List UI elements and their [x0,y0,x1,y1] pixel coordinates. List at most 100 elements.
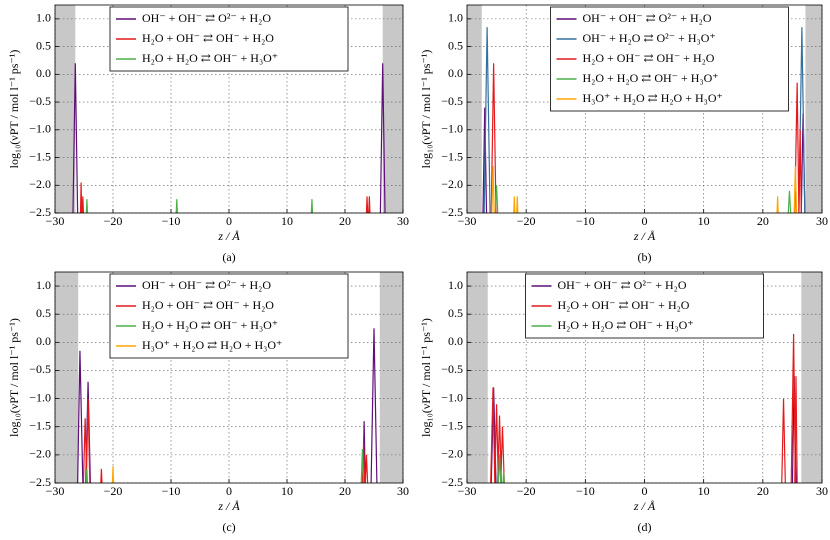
y-tick-label: −2.0 [441,447,463,461]
x-tick-label: 30 [397,484,409,498]
legend-box [550,6,789,112]
x-tick-label: 10 [698,214,710,228]
x-tick-label: −20 [104,214,123,228]
x-tick-label: 10 [281,214,293,228]
series-line [85,449,365,484]
series-line [82,398,369,484]
x-tick-label: −20 [104,484,123,498]
x-tick-label: −10 [576,214,595,228]
x-tick-label: −30 [46,214,65,228]
shaded-region [382,5,403,213]
legend-label: H₂O + H₂O ⇄ OH⁻ + H₃O⁺ [142,51,278,65]
caption: (b) [638,250,652,264]
shaded-region [55,5,76,213]
legend-label: H₃O⁺ + H₂O ⇄ H₂O + H₃O⁺ [142,338,282,352]
y-tick-label: 1.0 [36,11,51,25]
y-tick-label: −0.5 [441,94,463,108]
panel: −30 −20 −10 0 10 20 30 −2.5 −2.0 −1.5 −1.0 −0.5 0.0 0… [419,4,828,264]
legend-label: H₂O + OH⁻ ⇄ OH⁻ + H₂O [142,31,274,45]
x-axis-label: z / Å [217,229,240,243]
x-tick-label: 10 [698,484,710,498]
y-tick-label: −2.5 [441,475,463,489]
y-tick-label: −1.0 [29,390,51,404]
series-line [490,333,798,484]
legend-label: OH⁻ + H₂O ⇄ O²⁻ + H₃O⁺ [583,31,716,45]
x-tick-label: 0 [226,484,232,498]
legend-label: OH⁻ + OH⁻ ⇄ O²⁻ + H₂O [142,278,271,292]
y-axis-label: log₁₀(νPT / mol l⁻¹ ps⁻¹) [7,318,21,437]
legend-label: OH⁻ + OH⁻ ⇄ O²⁻ + H₂O [558,278,687,292]
panel: −30 −20 −10 0 10 20 30 −2.5 −2.0 −1.5 −1.0 −0.5 0.0 0… [7,4,409,264]
x-tick-label: −30 [458,214,477,228]
legend-box [109,6,349,72]
legend-label: H₂O + OH⁻ ⇄ OH⁻ + H₂O [558,298,690,312]
axes-frame [54,271,404,484]
y-tick-label: −1.5 [29,418,51,432]
x-tick-label: −10 [162,484,181,498]
axes-frame [54,4,404,214]
series-line [77,328,378,484]
legend-label: H₂O + OH⁻ ⇄ OH⁻ + H₂O [583,51,715,65]
x-tick-label: 20 [757,214,769,228]
series-line [85,199,314,214]
y-tick-label: 1.0 [448,11,463,25]
shaded-region [801,272,822,483]
series-line [79,182,371,214]
legend-label: OH⁻ + OH⁻ ⇄ O²⁻ + H₂O [142,11,271,25]
y-tick-label: 0.0 [36,66,51,80]
y-tick-label: 0.0 [448,66,463,80]
y-tick-label: −1.5 [29,149,51,163]
series-line [490,376,797,484]
y-tick-label: 0.5 [448,306,463,320]
legend-box [109,273,349,359]
x-tick-label: 20 [339,484,351,498]
shaded-region [467,272,488,483]
y-tick-label: −2.5 [29,205,51,219]
axes-frame [466,4,823,214]
y-tick-label: 0.5 [36,306,51,320]
y-tick-label: 1.0 [448,278,463,292]
legend-label: H₃O⁺ + H₂O ⇄ H₂O + H₃O⁺ [583,91,723,105]
x-tick-label: 30 [816,484,828,498]
x-tick-label: 30 [816,214,828,228]
legend-label: H₂O + H₂O ⇄ OH⁻ + H₃O⁺ [558,318,694,332]
series-line [494,185,792,214]
x-tick-label: −20 [517,214,536,228]
y-tick-label: −2.0 [441,177,463,191]
y-tick-label: −2.5 [29,475,51,489]
x-tick-label: 10 [281,484,293,498]
y-axis-label: log₁₀(νPT / mol l⁻¹ ps⁻¹) [7,50,21,169]
y-tick-label: 0.5 [448,38,463,52]
series-line [491,165,798,214]
y-tick-label: −1.0 [441,390,463,404]
y-tick-label: 0.0 [448,334,463,348]
y-tick-label: −2.0 [29,177,51,191]
shaded-region [805,5,822,213]
shaded-region [379,272,403,483]
y-tick-label: 1.0 [36,278,51,292]
series-line [497,454,505,484]
legend-label: OH⁻ + OH⁻ ⇄ O²⁻ + H₂O [583,11,712,25]
legend-label: H₂O + OH⁻ ⇄ OH⁻ + H₂O [142,298,274,312]
series-line [482,107,806,214]
x-axis-label: z / Å [633,229,656,243]
y-tick-label: −1.0 [29,122,51,136]
x-axis-label: z / Å [633,499,656,513]
caption: (d) [638,520,652,534]
y-tick-label: −1.5 [441,418,463,432]
y-tick-label: −1.5 [441,149,463,163]
y-tick-label: −1.0 [441,122,463,136]
series-line [111,466,115,484]
x-tick-label: −10 [162,214,181,228]
x-tick-label: −30 [458,484,477,498]
x-tick-label: 0 [226,214,232,228]
axes-frame [466,271,823,484]
legend-label: H₂O + H₂O ⇄ OH⁻ + H₃O⁺ [583,71,719,85]
x-tick-label: −20 [517,484,536,498]
x-tick-label: 30 [397,214,409,228]
x-tick-label: −10 [576,484,595,498]
x-tick-label: 0 [642,484,648,498]
y-tick-label: −0.5 [29,94,51,108]
x-tick-label: 20 [757,484,769,498]
